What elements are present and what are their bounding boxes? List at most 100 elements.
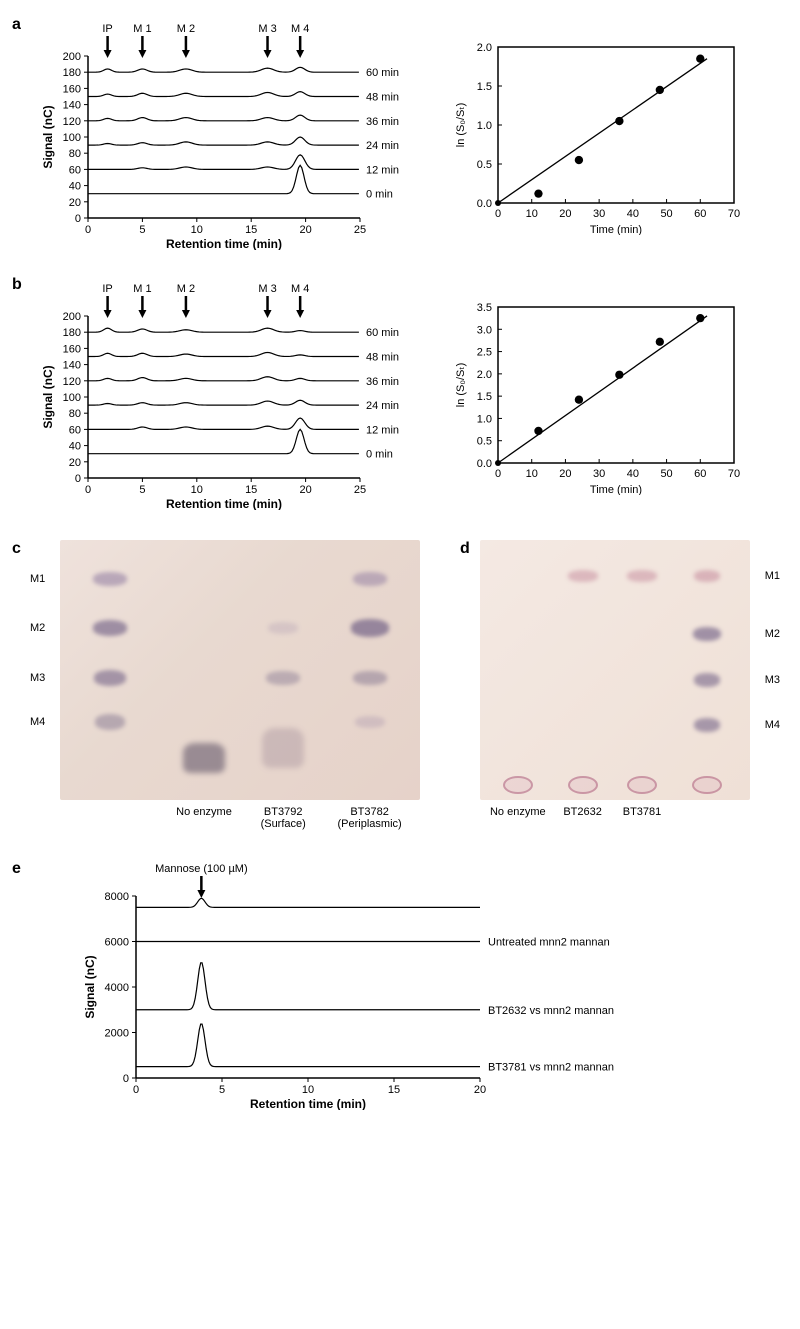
svg-text:10: 10 — [526, 208, 538, 220]
svg-text:36 min: 36 min — [366, 376, 399, 388]
svg-text:20: 20 — [474, 1084, 486, 1096]
svg-text:25: 25 — [354, 484, 366, 496]
svg-text:5: 5 — [139, 484, 145, 496]
svg-text:Signal (nC): Signal (nC) — [41, 105, 55, 168]
svg-text:200: 200 — [63, 311, 81, 323]
svg-text:60 min: 60 min — [366, 327, 399, 339]
tlc-spot — [694, 570, 720, 582]
tlc-origin — [692, 776, 722, 794]
svg-text:1.0: 1.0 — [477, 413, 492, 425]
tlc-spot — [93, 572, 127, 586]
svg-text:80: 80 — [69, 408, 81, 420]
svg-text:48 min: 48 min — [366, 92, 399, 104]
svg-text:40: 40 — [69, 441, 81, 453]
svg-text:Time (min): Time (min) — [590, 224, 642, 235]
panel-a: a 0510152025020406080100120140160180200R… — [40, 20, 780, 250]
m-row-label: M1 — [765, 570, 780, 582]
svg-text:80: 80 — [69, 148, 81, 160]
tlc-spot — [266, 671, 300, 685]
tlc-spot — [353, 671, 387, 685]
svg-text:Untreated mnn2 mannan: Untreated mnn2 mannan — [488, 937, 610, 949]
tlc-origin — [503, 776, 533, 794]
svg-text:1.5: 1.5 — [477, 391, 492, 403]
svg-text:60: 60 — [69, 424, 81, 436]
svg-text:20: 20 — [299, 224, 311, 236]
svg-text:180: 180 — [63, 67, 81, 79]
panel-b: b 0510152025020406080100120140160180200R… — [40, 280, 780, 510]
panel-b-letter: b — [12, 276, 22, 294]
svg-text:5: 5 — [219, 1084, 225, 1096]
svg-text:70: 70 — [728, 468, 740, 480]
svg-text:Signal (nC): Signal (nC) — [83, 955, 97, 1018]
tlc-spot — [94, 670, 126, 686]
svg-text:Mannose (100 µM): Mannose (100 µM) — [155, 863, 248, 875]
svg-text:20: 20 — [559, 468, 571, 480]
svg-text:ln (S₀/Sₜ): ln (S₀/Sₜ) — [455, 363, 467, 407]
svg-text:180: 180 — [63, 327, 81, 339]
svg-text:BT2632 vs mnn2 mannan: BT2632 vs mnn2 mannan — [488, 1005, 614, 1017]
svg-text:0.5: 0.5 — [477, 159, 492, 171]
tlc-spot — [353, 572, 387, 586]
lane-label: BT3781 — [623, 806, 662, 818]
svg-text:M 4: M 4 — [291, 23, 309, 35]
panel-a-letter: a — [12, 16, 21, 34]
tlc-smear — [183, 743, 225, 773]
panel-e-chromatogram: 0510152002000400060008000Retention time … — [80, 860, 500, 1110]
svg-text:IP: IP — [102, 23, 112, 35]
svg-text:50: 50 — [660, 468, 672, 480]
m-row-label: M1 — [30, 573, 45, 585]
svg-text:120: 120 — [63, 376, 81, 388]
panel-a-scatter: 0102030405060700.00.51.01.52.0Time (min)… — [450, 35, 750, 235]
svg-text:30: 30 — [593, 208, 605, 220]
svg-text:BT3781 vs mnn2 mannan: BT3781 vs mnn2 mannan — [488, 1062, 614, 1074]
svg-text:0.0: 0.0 — [477, 198, 492, 210]
tlc-spot — [694, 673, 720, 687]
svg-text:140: 140 — [63, 360, 81, 372]
svg-text:24 min: 24 min — [366, 140, 399, 152]
svg-text:M 2: M 2 — [177, 283, 195, 295]
svg-text:200: 200 — [63, 51, 81, 63]
panel-d-letter: d — [460, 540, 470, 558]
m-row-label: M4 — [765, 719, 780, 731]
svg-text:12 min: 12 min — [366, 424, 399, 436]
svg-text:Retention time (min): Retention time (min) — [250, 1097, 366, 1110]
svg-text:1.0: 1.0 — [477, 120, 492, 132]
svg-text:M 3: M 3 — [258, 283, 276, 295]
m-row-label: M4 — [30, 716, 45, 728]
svg-text:0: 0 — [85, 484, 91, 496]
svg-text:0 min: 0 min — [366, 189, 393, 201]
svg-text:2000: 2000 — [105, 1028, 129, 1040]
svg-text:6000: 6000 — [105, 937, 129, 949]
svg-text:0.5: 0.5 — [477, 436, 492, 448]
svg-text:24 min: 24 min — [366, 400, 399, 412]
panel-c-d-row: c M1M2M3M4No enzymeBT3792(Surface)BT3782… — [30, 540, 780, 800]
lane-label: BT2632 — [563, 806, 602, 818]
svg-text:160: 160 — [63, 343, 81, 355]
svg-text:15: 15 — [388, 1084, 400, 1096]
svg-text:100: 100 — [63, 132, 81, 144]
svg-text:30: 30 — [593, 468, 605, 480]
svg-text:3.0: 3.0 — [477, 324, 492, 336]
svg-text:0 min: 0 min — [366, 449, 393, 461]
svg-text:20: 20 — [69, 197, 81, 209]
tlc-spot — [93, 620, 127, 636]
m-row-label: M3 — [765, 674, 780, 686]
svg-text:12 min: 12 min — [366, 164, 399, 176]
svg-text:2.5: 2.5 — [477, 347, 492, 359]
panel-b-chromatogram: 0510152025020406080100120140160180200Ret… — [40, 280, 420, 510]
svg-text:25: 25 — [354, 224, 366, 236]
svg-text:2.0: 2.0 — [477, 42, 492, 54]
svg-text:60: 60 — [694, 468, 706, 480]
svg-text:Retention time (min): Retention time (min) — [166, 237, 282, 250]
svg-text:20: 20 — [299, 484, 311, 496]
svg-text:5: 5 — [139, 224, 145, 236]
svg-text:0: 0 — [75, 213, 81, 225]
svg-text:100: 100 — [63, 392, 81, 404]
tlc-spot — [694, 718, 720, 732]
svg-text:Time (min): Time (min) — [590, 484, 642, 495]
svg-text:0: 0 — [85, 224, 91, 236]
svg-text:160: 160 — [63, 83, 81, 95]
svg-text:M 4: M 4 — [291, 283, 309, 295]
svg-text:M 1: M 1 — [133, 23, 151, 35]
svg-text:0: 0 — [495, 208, 501, 220]
